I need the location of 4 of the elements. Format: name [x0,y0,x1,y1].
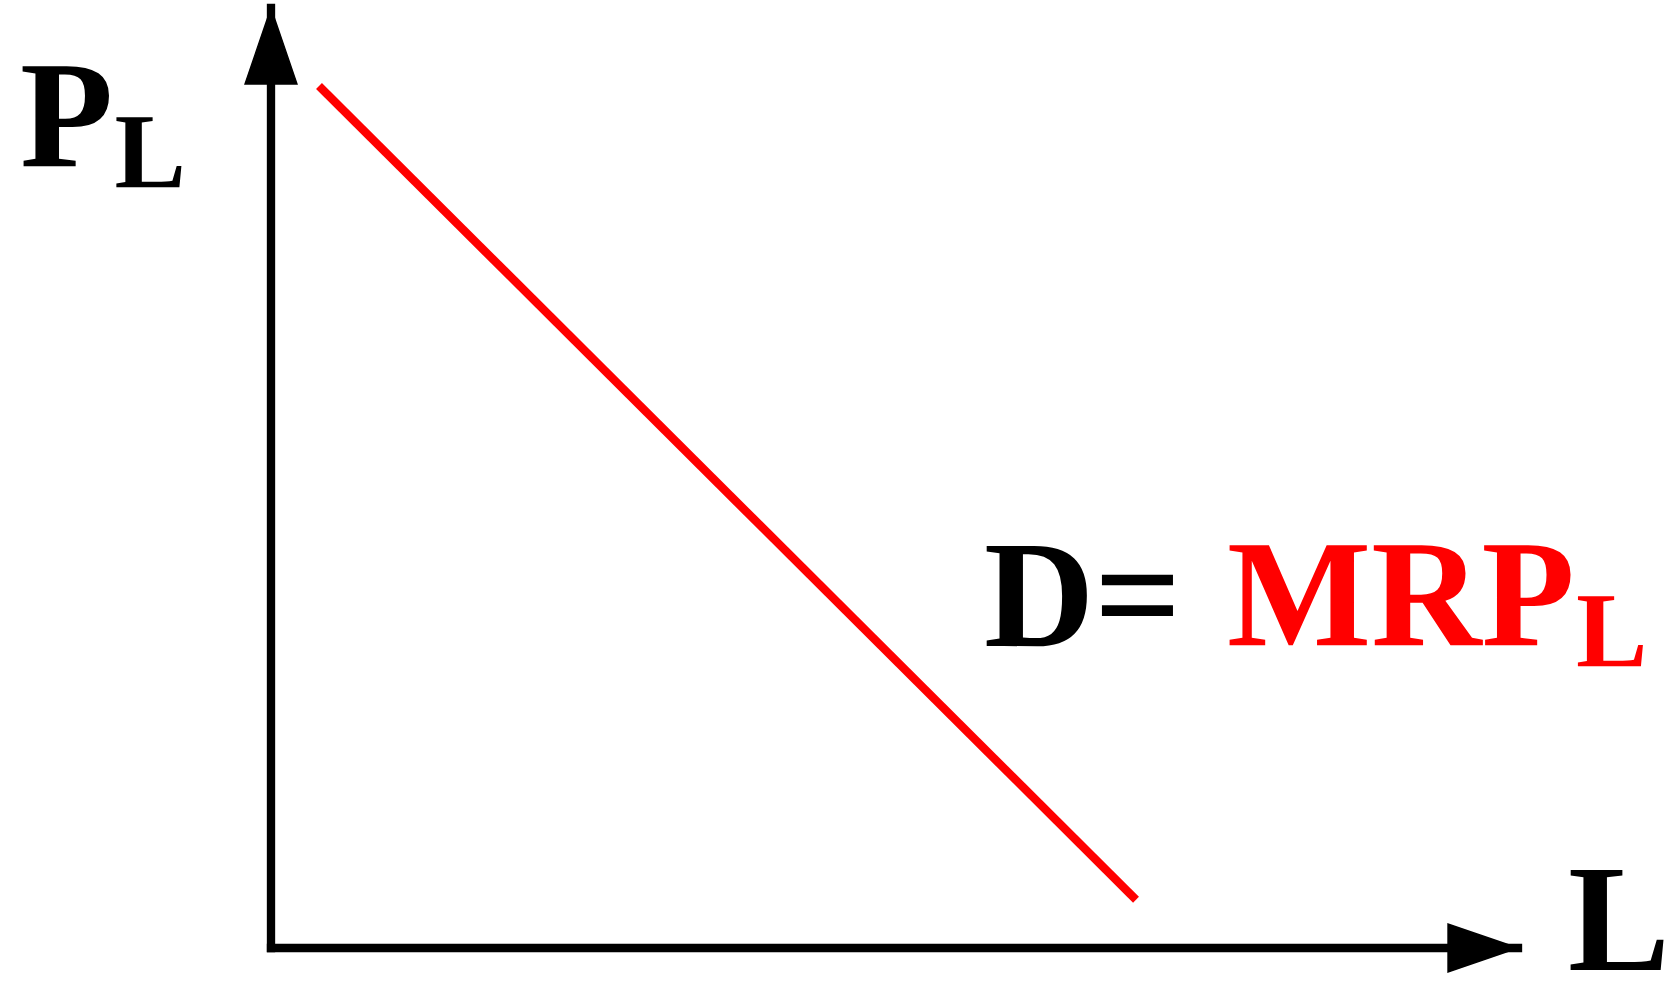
annotation: D= [986,545,1173,647]
x-axis-title: L [1570,869,1664,970]
y-axis-title: P$_{L}$ [22,66,182,188]
series-label: MRP$_{L}$ [1229,545,1643,667]
